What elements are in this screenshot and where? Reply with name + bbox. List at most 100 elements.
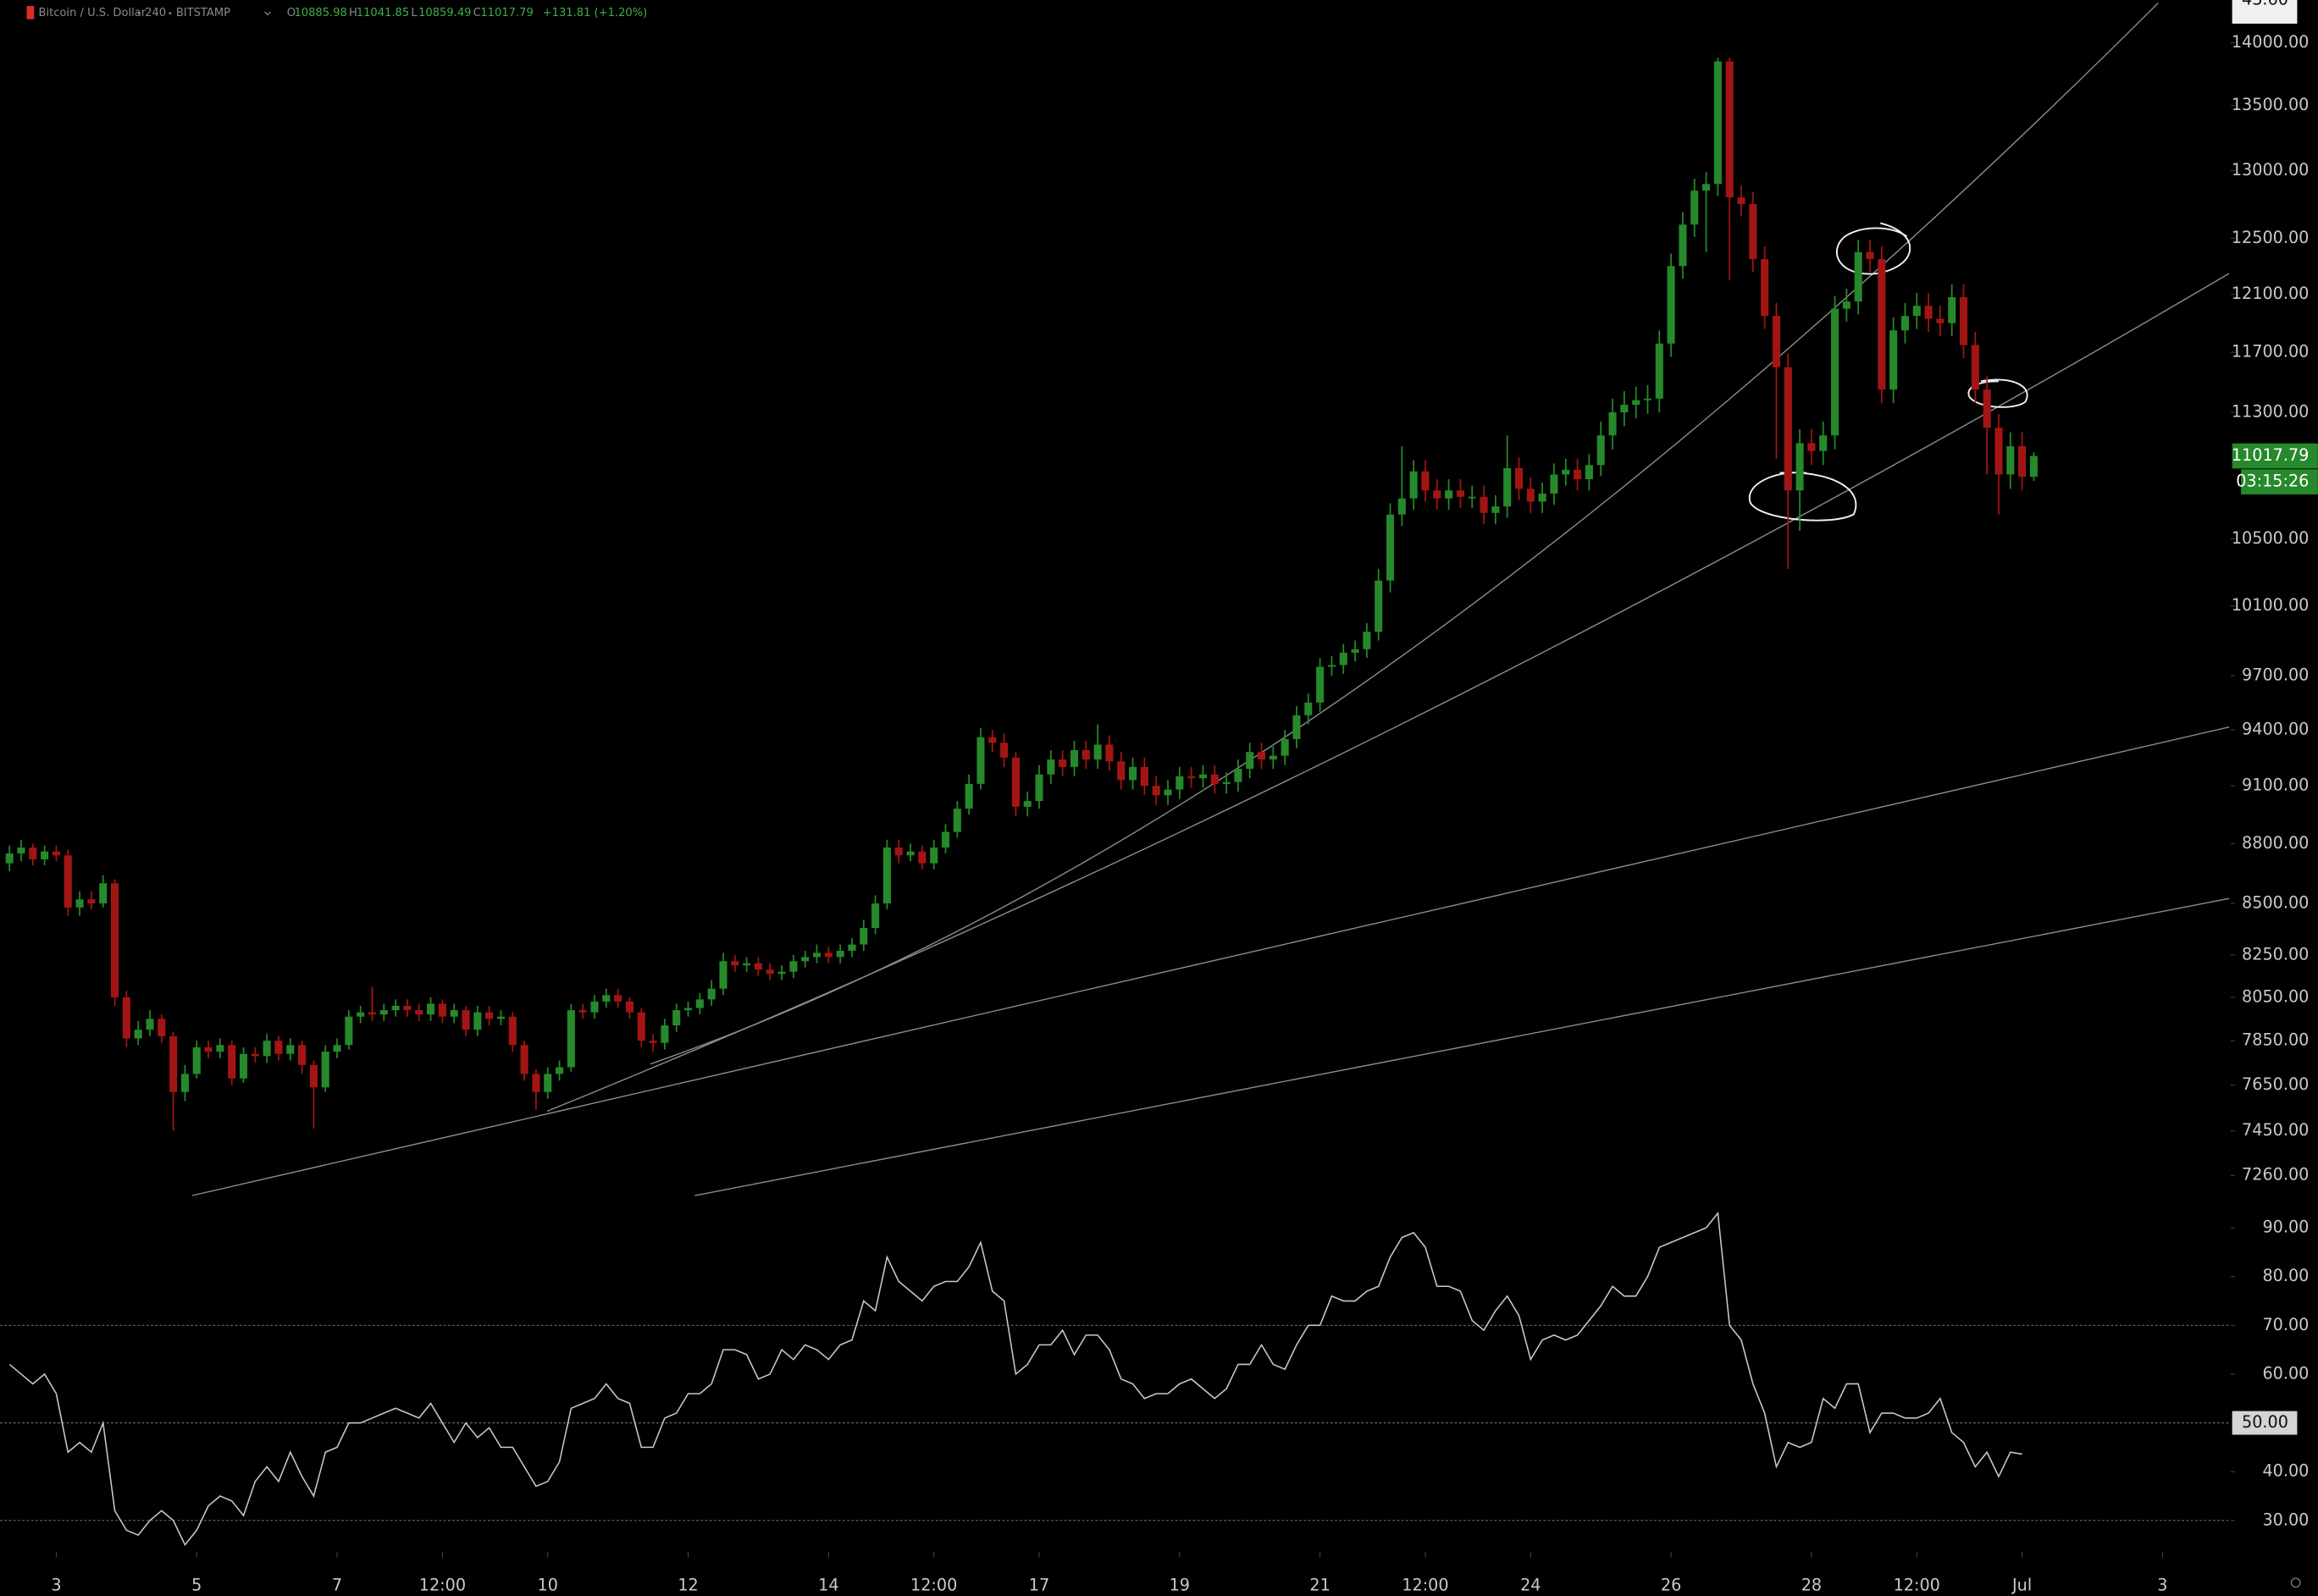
x-tick-label: 12:00 bbox=[419, 1575, 466, 1594]
candle-body bbox=[1936, 318, 1945, 323]
candle-body bbox=[1667, 266, 1675, 344]
candle-body bbox=[1339, 652, 1347, 665]
y-tick-label: 7850.00 bbox=[2242, 1030, 2309, 1050]
y-tick-label: 7260.00 bbox=[2242, 1165, 2309, 1185]
candle-body bbox=[368, 1012, 377, 1015]
candle-body bbox=[941, 831, 950, 848]
candle-body bbox=[1093, 744, 1102, 759]
candle-body bbox=[379, 1010, 388, 1015]
x-tick-label: 12:00 bbox=[1894, 1575, 1940, 1594]
candle-body bbox=[1222, 781, 1231, 784]
candle-body bbox=[683, 1008, 693, 1011]
candle-body bbox=[216, 1045, 224, 1052]
candle-body bbox=[1011, 757, 1020, 807]
candle-body bbox=[1514, 467, 1524, 489]
candle-body bbox=[462, 1010, 470, 1030]
candle-body bbox=[1725, 61, 1734, 198]
candle-body bbox=[777, 971, 786, 975]
candle-body bbox=[848, 944, 856, 951]
x-tick-label: 12:00 bbox=[1402, 1575, 1448, 1594]
candle-body bbox=[860, 927, 868, 945]
candle-body bbox=[602, 995, 611, 1002]
candle-body bbox=[1585, 465, 1593, 480]
candle-body bbox=[906, 851, 915, 856]
candle-body bbox=[1105, 744, 1114, 762]
exchange: BITSTAMP bbox=[176, 7, 230, 19]
candle-body bbox=[1082, 749, 1090, 759]
band-tag bbox=[2232, 1411, 2298, 1435]
candle-body bbox=[345, 1016, 353, 1046]
value-tag bbox=[2232, 0, 2298, 24]
candle-body bbox=[1830, 308, 1839, 436]
separator bbox=[137, 12, 141, 15]
rsi-line bbox=[8, 1211, 2022, 1547]
y-tick-label: 80.00 bbox=[2262, 1266, 2309, 1285]
candle-body bbox=[1608, 412, 1617, 436]
y-tick-label: 11700.00 bbox=[2232, 342, 2310, 362]
candle-body bbox=[41, 851, 49, 859]
y-tick-label: 30.00 bbox=[2262, 1510, 2309, 1529]
candle-body bbox=[2018, 446, 2027, 478]
last-price-tag bbox=[2232, 443, 2318, 469]
candle-body bbox=[1304, 702, 1313, 715]
candle-body bbox=[1784, 367, 1792, 491]
candle-body bbox=[1550, 474, 1558, 494]
candle-body bbox=[485, 1012, 494, 1019]
ohlc-value: 11041.85 bbox=[357, 7, 409, 19]
countdown-tag bbox=[2241, 469, 2318, 494]
x-tick-label: 26 bbox=[1661, 1575, 1681, 1594]
candle-body bbox=[1292, 715, 1301, 739]
change: +131.81 (+1.20%) bbox=[543, 7, 648, 19]
candle-body bbox=[649, 1041, 657, 1043]
candle-body bbox=[1327, 665, 1336, 667]
candle-body bbox=[1456, 490, 1464, 497]
countdown: 03:15:26 bbox=[2236, 472, 2309, 491]
x-tick-label: 7 bbox=[332, 1575, 342, 1594]
trendline bbox=[694, 897, 2230, 1196]
candle-body bbox=[146, 1019, 154, 1030]
candle-body bbox=[1035, 774, 1043, 802]
candle-body bbox=[965, 783, 973, 809]
candle-body bbox=[1000, 743, 1009, 758]
candle-body bbox=[357, 1012, 365, 1017]
candle-body bbox=[1070, 749, 1079, 767]
candle-body bbox=[836, 950, 844, 958]
candle-body bbox=[590, 1001, 599, 1013]
y-tick-label: 13000.00 bbox=[2232, 160, 2310, 179]
candle-body bbox=[520, 1045, 528, 1074]
candle-body bbox=[1433, 490, 1441, 499]
symbol-title: Bitcoin / U.S. Dollar bbox=[39, 7, 147, 19]
candle-body bbox=[438, 1003, 446, 1017]
separator bbox=[169, 12, 172, 15]
dropdown-icon[interactable] bbox=[264, 11, 271, 16]
candle-body bbox=[1912, 306, 1921, 317]
ohlc-letter: L bbox=[411, 7, 418, 19]
y-tick-label: 60.00 bbox=[2262, 1363, 2309, 1383]
candle-body bbox=[2006, 446, 2015, 475]
settings-icon[interactable] bbox=[2290, 1577, 2301, 1588]
candle-body bbox=[228, 1045, 236, 1079]
trendline bbox=[546, 273, 2230, 1113]
candle-body bbox=[1468, 496, 1476, 499]
x-tick-label: 10 bbox=[538, 1575, 558, 1594]
candle-body bbox=[614, 995, 622, 1002]
candle-body bbox=[625, 1001, 633, 1013]
candle-body bbox=[882, 848, 891, 904]
candle-body bbox=[134, 1030, 142, 1039]
candle-body bbox=[988, 737, 997, 743]
candle-body bbox=[1971, 345, 1979, 390]
ohlc-value: 11017.79 bbox=[480, 7, 533, 19]
candle-body bbox=[192, 1047, 201, 1074]
candle-body bbox=[17, 848, 25, 853]
candle-body bbox=[75, 899, 84, 908]
candle-body bbox=[427, 1003, 435, 1015]
candle-body bbox=[1842, 301, 1851, 309]
candle-body bbox=[812, 953, 822, 958]
candle-body bbox=[1269, 755, 1277, 759]
candle-body bbox=[1702, 184, 1711, 191]
candle-body bbox=[1491, 506, 1500, 513]
candle-body bbox=[204, 1047, 213, 1052]
candle-body bbox=[1713, 61, 1722, 185]
candle-body bbox=[1749, 204, 1757, 260]
candle-body bbox=[1316, 666, 1325, 703]
